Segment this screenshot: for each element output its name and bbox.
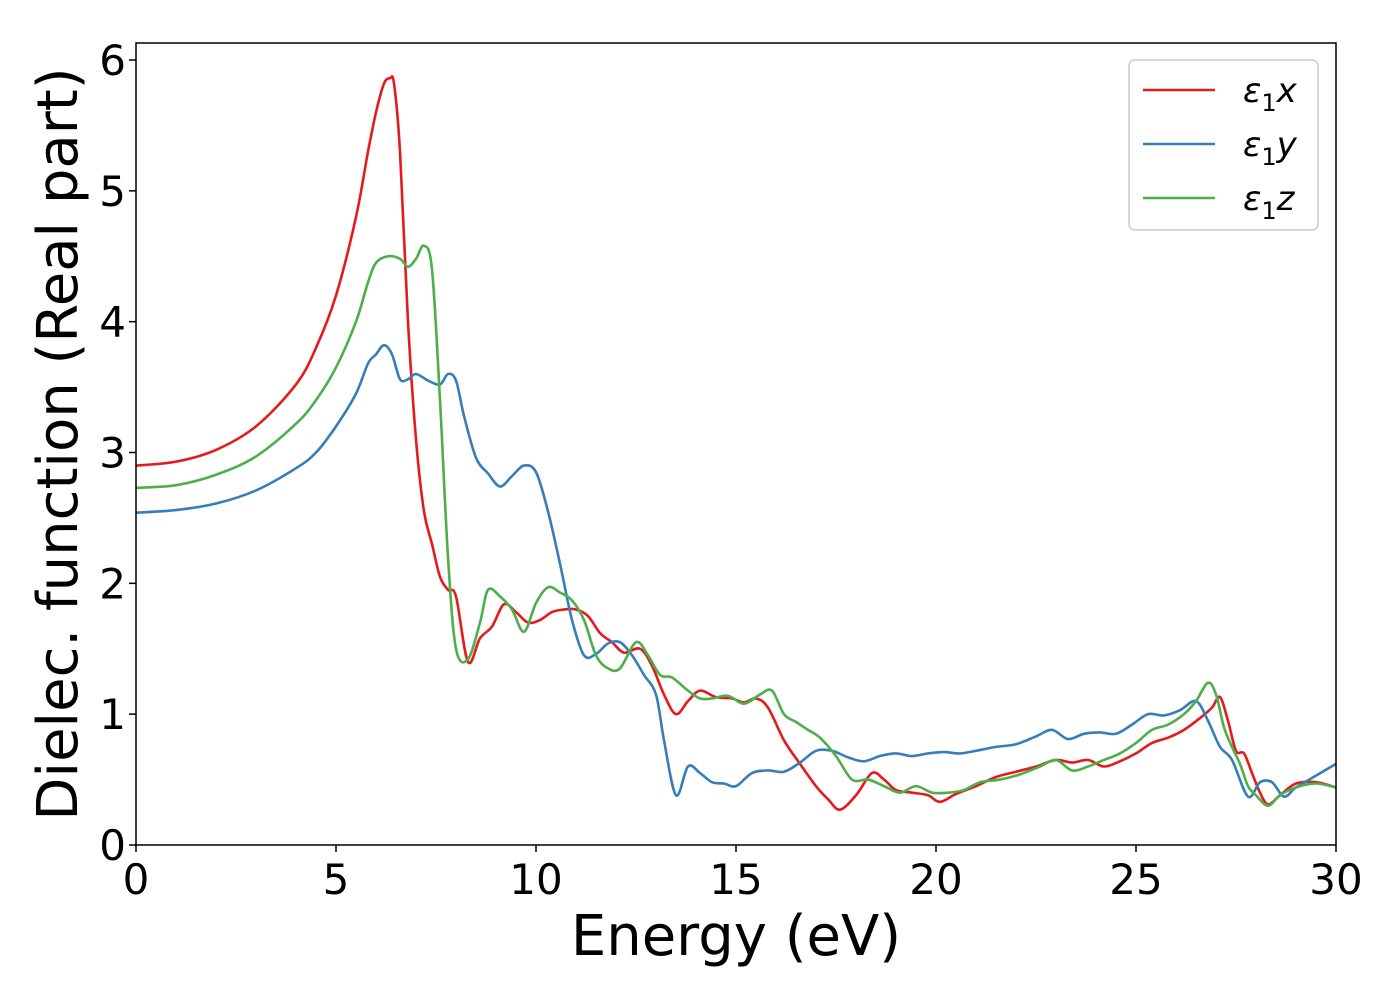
y-tick-label: 3	[99, 429, 126, 478]
legend-label-y: ε1y	[1243, 125, 1298, 171]
x-tick-label: 10	[509, 855, 562, 904]
series-line-z	[136, 244, 1336, 808]
y-tick-label: 0	[99, 821, 126, 870]
x-tick-label: 30	[1309, 855, 1362, 904]
series-line-y	[136, 343, 1336, 799]
y-tick-label: 5	[99, 167, 126, 216]
x-tick-label: 0	[123, 855, 150, 904]
y-tick-label: 1	[99, 690, 126, 739]
legend-box	[1128, 59, 1319, 231]
legend-label-x: ε1x	[1243, 71, 1298, 117]
x-tick-label: 25	[1109, 855, 1162, 904]
y-tick-label: 4	[99, 298, 126, 347]
y-axis-title: Dielec. function (Real part)	[26, 67, 91, 820]
x-tick-label: 15	[709, 855, 762, 904]
y-tick-label: 6	[99, 36, 126, 85]
x-tick-label: 5	[323, 855, 350, 904]
axis-ticks: 0 5 10 15 20 25 30 0 1 2 3 4 5 6	[99, 36, 1362, 904]
y-tick-label: 2	[99, 559, 126, 608]
series-layer	[136, 75, 1336, 811]
legend-label-z: ε1z	[1243, 179, 1296, 225]
x-axis-title: Energy (eV)	[571, 904, 901, 969]
x-tick-label: 20	[909, 855, 962, 904]
legend: ε1x ε1y ε1z	[1128, 59, 1319, 231]
